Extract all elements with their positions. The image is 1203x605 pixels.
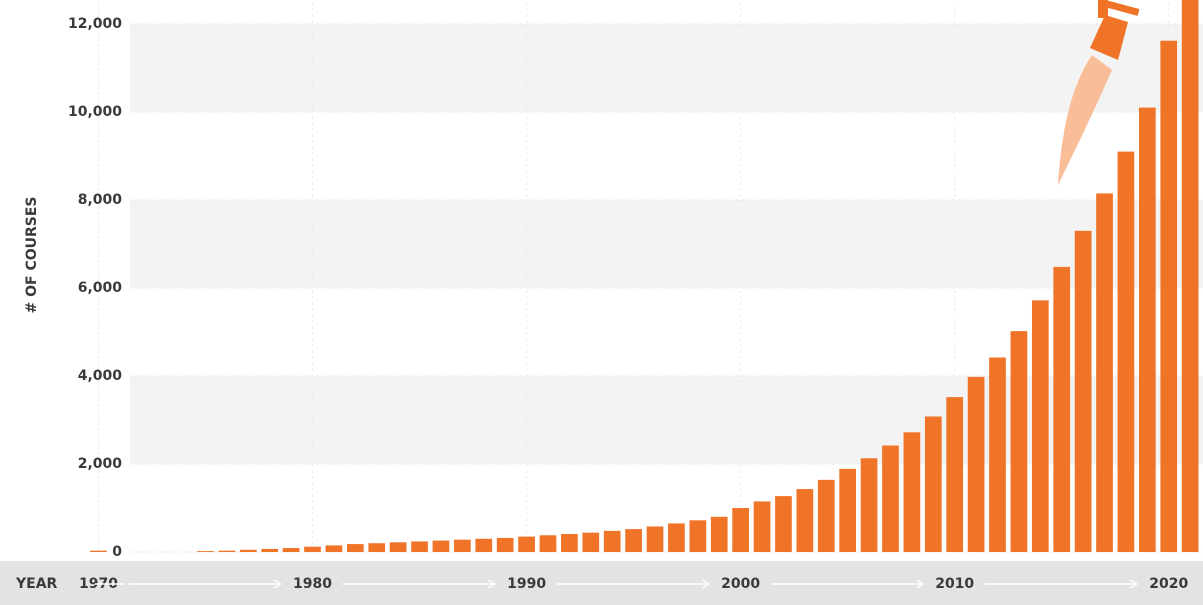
bar [647,526,664,552]
bar [582,533,599,552]
bar [90,551,107,552]
bar [625,529,642,552]
bar [968,377,985,552]
bar [219,551,236,552]
bar [925,416,942,552]
bar [839,469,856,552]
bar [754,501,771,552]
x-tick-label: 1980 [293,576,332,592]
grid-band [130,24,1203,112]
bar [390,542,407,552]
bar [904,432,921,552]
x-axis-label: YEAR [15,576,58,592]
bar [283,548,300,552]
bar [797,489,814,552]
y-tick-label: 10,000 [68,104,122,120]
bar [411,541,428,552]
chart: # OF COURSES YEAR 0 2,000 4,000 6,000 8,000 1… [0,0,1203,605]
bar [1053,267,1070,552]
bar [240,550,257,552]
bar [818,480,835,552]
bar [1182,0,1199,552]
x-axis-band [0,561,1203,605]
bar [604,531,621,552]
y-tick-label: 8,000 [78,192,123,208]
bar [197,551,214,552]
x-tick-label: 2020 [1149,576,1188,592]
bar [1139,108,1156,552]
bar [689,520,706,552]
bar [304,547,321,552]
x-tick-label: 2010 [935,576,974,592]
bar [882,446,899,552]
x-tick-label: 2000 [721,576,760,592]
bar [497,538,514,552]
y-tick-label: 0 [112,544,122,560]
bar [261,549,278,552]
bar [732,508,749,552]
y-tick-label: 6,000 [78,280,123,296]
bar [433,541,450,552]
bar [861,458,878,552]
bar [1075,231,1092,552]
bar [1011,331,1028,552]
bar [518,537,535,552]
bar [711,517,728,552]
bar [775,496,792,552]
y-axis-label: # OF COURSES [24,197,40,314]
bar [347,544,364,552]
bar [946,397,963,552]
bar [1160,41,1177,552]
bar [668,523,685,552]
grid-band [130,200,1203,288]
bar [326,545,343,552]
y-tick-label: 2,000 [78,456,123,472]
bar [561,534,578,552]
y-tick-label: 12,000 [68,16,122,32]
x-tick-label: 1990 [507,576,546,592]
bar [540,535,557,552]
bar [368,543,385,552]
bar [1096,193,1113,552]
bar [1118,152,1135,552]
bar [989,358,1006,552]
bar [1032,300,1049,552]
y-tick-label: 4,000 [78,368,123,384]
bar [454,540,471,552]
bar [475,539,492,552]
